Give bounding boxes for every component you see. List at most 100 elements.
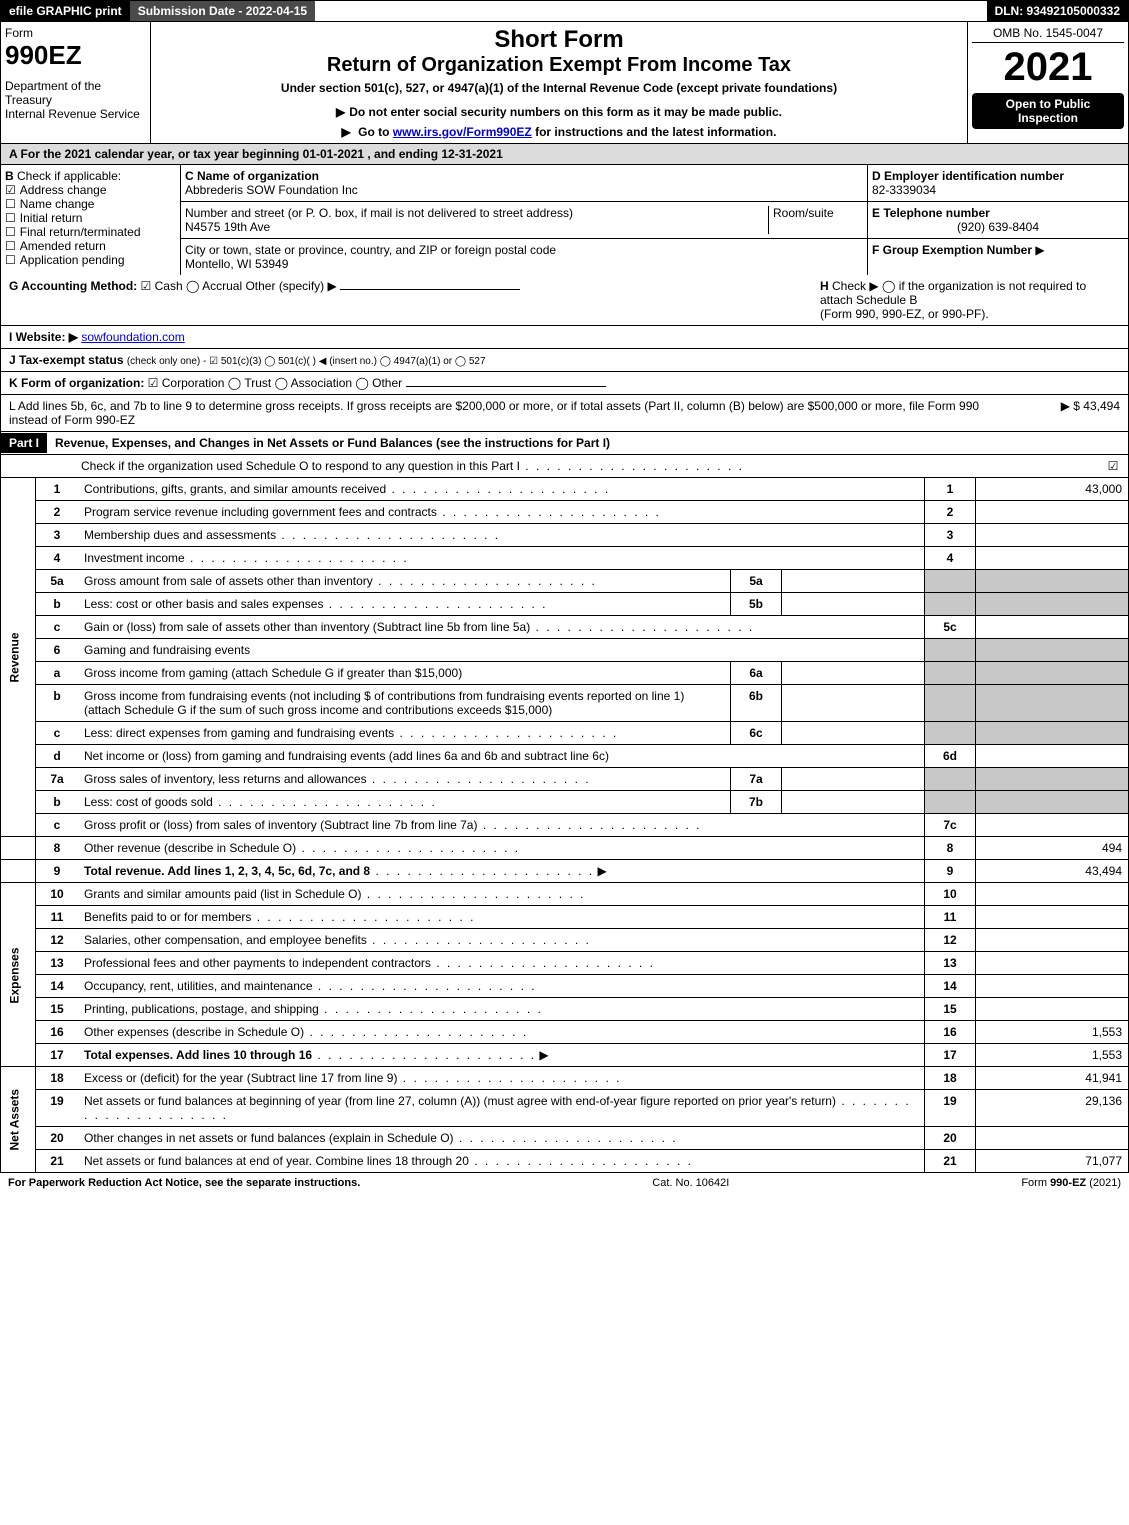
org-name-label: C Name of organization bbox=[185, 169, 863, 183]
table-row: c Gross profit or (loss) from sales of i… bbox=[1, 814, 1129, 837]
section-f: F Group Exemption Number ▶ bbox=[868, 239, 1128, 261]
goto-link[interactable]: www.irs.gov/Form990EZ bbox=[393, 125, 532, 139]
section-e: E Telephone number (920) 639-8404 bbox=[868, 202, 1128, 239]
header-left: Form 990EZ Department of the Treasury In… bbox=[1, 22, 151, 143]
table-row: 21 Net assets or fund balances at end of… bbox=[1, 1150, 1129, 1173]
return-title: Return of Organization Exempt From Incom… bbox=[155, 54, 963, 77]
section-b: B Check if applicable: Address change Na… bbox=[1, 165, 181, 275]
ssn-warning: Do not enter social security numbers on … bbox=[155, 105, 963, 119]
form-number: 990EZ bbox=[5, 40, 146, 71]
table-row: 11 Benefits paid to or for members 11 bbox=[1, 906, 1129, 929]
other-org-line[interactable] bbox=[406, 386, 606, 387]
val-line17: 1,553 bbox=[976, 1044, 1129, 1067]
line-l: L Add lines 5b, 6c, and 7b to line 9 to … bbox=[0, 395, 1129, 432]
table-row: c Gain or (loss) from sale of assets oth… bbox=[1, 616, 1129, 639]
table-row: 3 Membership dues and assessments 3 bbox=[1, 524, 1129, 547]
table-row: 17 Total expenses. Add lines 10 through … bbox=[1, 1044, 1129, 1067]
table-row: 14 Occupancy, rent, utilities, and maint… bbox=[1, 975, 1129, 998]
group-exempt-arrow: ▶ bbox=[1035, 243, 1044, 257]
city-label: City or town, state or province, country… bbox=[185, 243, 863, 257]
org-info-grid: B Check if applicable: Address change Na… bbox=[0, 165, 1129, 275]
line-l-text: L Add lines 5b, 6c, and 7b to line 9 to … bbox=[9, 399, 1000, 427]
line-a: A For the 2021 calendar year, or tax yea… bbox=[0, 144, 1129, 165]
val-line18: 41,941 bbox=[976, 1067, 1129, 1090]
line-h: H Check ▶ ◯ if the organization is not r… bbox=[820, 279, 1120, 321]
table-row: 12 Salaries, other compensation, and emp… bbox=[1, 929, 1129, 952]
footer-right: Form 990-EZ (2021) bbox=[1021, 1177, 1121, 1189]
phone-label: E Telephone number bbox=[872, 206, 1124, 220]
ein-label: D Employer identification number bbox=[872, 169, 1124, 183]
expenses-vert-label: Expenses bbox=[1, 883, 36, 1067]
table-row: 6 Gaming and fundraising events bbox=[1, 639, 1129, 662]
chk-name-change[interactable]: Name change bbox=[5, 197, 176, 211]
section-c: C Name of organization Abbrederis SOW Fo… bbox=[181, 165, 868, 275]
tax-year: 2021 bbox=[972, 47, 1124, 87]
val-line9: 43,494 bbox=[976, 860, 1129, 883]
part1-label: Part I bbox=[1, 433, 47, 453]
dept-label: Department of the Treasury bbox=[5, 79, 146, 107]
netassets-vert-label: Net Assets bbox=[1, 1067, 36, 1173]
room-suite-label: Room/suite bbox=[768, 206, 863, 234]
table-row: d Net income or (loss) from gaming and f… bbox=[1, 745, 1129, 768]
part1-header-row: Part I Revenue, Expenses, and Changes in… bbox=[0, 432, 1129, 455]
page-footer: For Paperwork Reduction Act Notice, see … bbox=[0, 1173, 1129, 1193]
table-row: Expenses 10 Grants and similar amounts p… bbox=[1, 883, 1129, 906]
header-right: OMB No. 1545-0047 2021 Open to Public In… bbox=[968, 22, 1128, 143]
footer-mid: Cat. No. 10642I bbox=[652, 1177, 729, 1189]
part1-sched-o-check[interactable]: ☑ bbox=[1098, 459, 1128, 473]
table-row: 19 Net assets or fund balances at beginn… bbox=[1, 1090, 1129, 1127]
section-def: D Employer identification number 82-3339… bbox=[868, 165, 1128, 275]
ein-value: 82-3339034 bbox=[872, 183, 1124, 197]
other-specify-line[interactable] bbox=[340, 289, 520, 290]
line-l-amount: ▶ $ 43,494 bbox=[1000, 399, 1120, 427]
org-name-cell: C Name of organization Abbrederis SOW Fo… bbox=[181, 165, 867, 202]
website-link[interactable]: sowfoundation.com bbox=[81, 330, 184, 344]
netassets-table: Net Assets 18 Excess or (deficit) for th… bbox=[0, 1067, 1129, 1173]
part1-sched-o-text: Check if the organization used Schedule … bbox=[1, 455, 1098, 477]
efile-label: efile GRAPHIC print bbox=[1, 1, 130, 21]
street-value: N4575 19th Ave bbox=[185, 220, 768, 234]
header-center: Short Form Return of Organization Exempt… bbox=[151, 22, 968, 143]
chk-final-return[interactable]: Final return/terminated bbox=[5, 225, 176, 239]
phone-value: (920) 639-8404 bbox=[872, 220, 1124, 234]
omb-number: OMB No. 1545-0047 bbox=[972, 26, 1124, 43]
table-row: b Gross income from fundraising events (… bbox=[1, 685, 1129, 722]
section-d: D Employer identification number 82-3339… bbox=[868, 165, 1128, 202]
table-row: b Less: cost of goods sold 7b bbox=[1, 791, 1129, 814]
part1-title: Revenue, Expenses, and Changes in Net As… bbox=[47, 432, 1128, 454]
revenue-table: Revenue 1 Contributions, gifts, grants, … bbox=[0, 478, 1129, 883]
part1-sched-o-row: Check if the organization used Schedule … bbox=[0, 455, 1129, 478]
table-row: Revenue 1 Contributions, gifts, grants, … bbox=[1, 478, 1129, 501]
street-label: Number and street (or P. O. box, if mail… bbox=[185, 206, 768, 220]
val-line21: 71,077 bbox=[976, 1150, 1129, 1173]
line-j: J Tax-exempt status (check only one) - ☑… bbox=[0, 349, 1129, 372]
val-line1: 43,000 bbox=[976, 478, 1129, 501]
chk-initial-return[interactable]: Initial return bbox=[5, 211, 176, 225]
table-row: 7a Gross sales of inventory, less return… bbox=[1, 768, 1129, 791]
chk-address-change[interactable]: Address change bbox=[5, 183, 176, 197]
table-row: 2 Program service revenue including gove… bbox=[1, 501, 1129, 524]
chk-application-pending[interactable]: Application pending bbox=[5, 253, 176, 267]
table-row: 13 Professional fees and other payments … bbox=[1, 952, 1129, 975]
table-row: b Less: cost or other basis and sales ex… bbox=[1, 593, 1129, 616]
table-row: Net Assets 18 Excess or (deficit) for th… bbox=[1, 1067, 1129, 1090]
revenue-vert-label: Revenue bbox=[1, 478, 36, 837]
val-line8: 494 bbox=[976, 837, 1129, 860]
group-exempt-label: F Group Exemption Number bbox=[872, 243, 1032, 257]
dln-label: DLN: 93492105000332 bbox=[987, 1, 1128, 21]
submission-date: Submission Date - 2022-04-15 bbox=[130, 1, 315, 21]
table-row: a Gross income from gaming (attach Sched… bbox=[1, 662, 1129, 685]
open-public-badge: Open to Public Inspection bbox=[972, 93, 1124, 129]
val-line19: 29,136 bbox=[976, 1090, 1129, 1127]
expenses-table: Expenses 10 Grants and similar amounts p… bbox=[0, 883, 1129, 1067]
under-section: Under section 501(c), 527, or 4947(a)(1)… bbox=[155, 81, 963, 95]
goto-line: Go to www.irs.gov/Form990EZ for instruct… bbox=[155, 125, 963, 139]
table-row: 16 Other expenses (describe in Schedule … bbox=[1, 1021, 1129, 1044]
chk-amended-return[interactable]: Amended return bbox=[5, 239, 176, 253]
val-line16: 1,553 bbox=[976, 1021, 1129, 1044]
table-row: 8 Other revenue (describe in Schedule O)… bbox=[1, 837, 1129, 860]
form-header: Form 990EZ Department of the Treasury In… bbox=[0, 22, 1129, 144]
city-value: Montello, WI 53949 bbox=[185, 257, 863, 271]
top-bar: efile GRAPHIC print Submission Date - 20… bbox=[0, 0, 1129, 22]
line-g-h: G Accounting Method: ☑ Cash ◯ Accrual Ot… bbox=[0, 275, 1129, 326]
